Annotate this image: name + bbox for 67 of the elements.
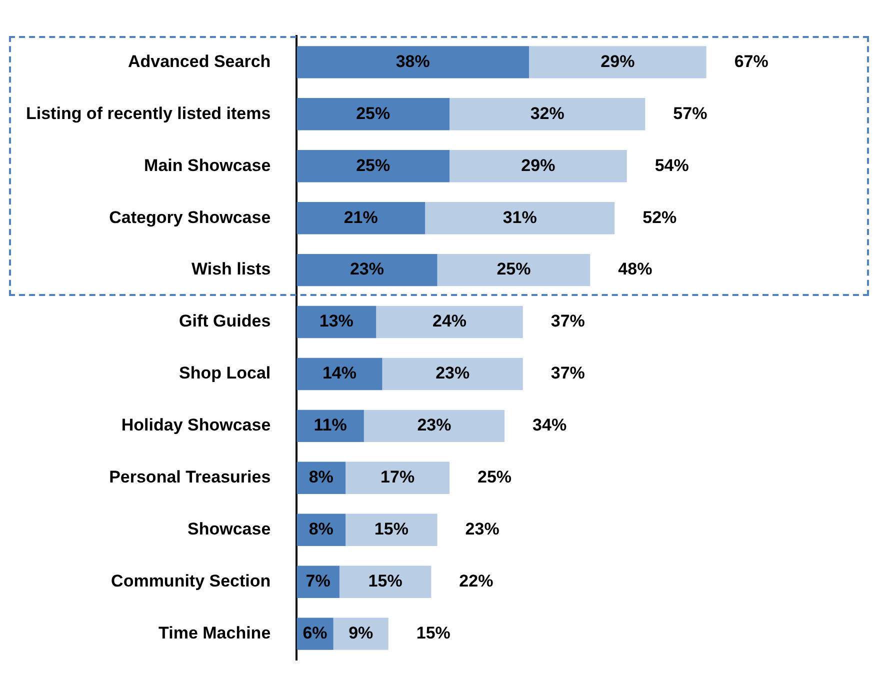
total-label: 34% [532, 416, 567, 435]
bar [425, 202, 615, 234]
data-label: 31% [502, 208, 537, 227]
total-label: 52% [642, 208, 677, 227]
total-label: 15% [416, 624, 450, 643]
y-tick-label: Main Showcase [144, 156, 271, 175]
y-tick-label: Shop Local [179, 364, 271, 383]
y-tick-label: Showcase [188, 520, 271, 539]
data-label: 9% [348, 624, 374, 643]
bar [296, 306, 376, 338]
data-label: 8% [308, 468, 334, 487]
bar [376, 306, 523, 338]
data-label: 7% [306, 572, 330, 591]
bar [296, 150, 450, 182]
y-tick-label: Advanced Search [128, 52, 271, 71]
data-label: 25% [496, 260, 531, 279]
total-label: 37% [550, 312, 585, 331]
data-label: 11% [314, 416, 347, 435]
data-label: 38% [396, 52, 430, 71]
bar [296, 46, 530, 78]
bar [529, 46, 706, 78]
bar [296, 358, 382, 390]
bar [437, 254, 590, 286]
total-label: 22% [459, 572, 494, 591]
bar [382, 358, 523, 390]
y-tick-label: Community Section [111, 572, 271, 591]
bar [450, 150, 627, 182]
total-label: 48% [618, 260, 652, 279]
data-label: 29% [600, 52, 635, 71]
data-label: 14% [322, 364, 356, 383]
bar [333, 618, 388, 650]
data-label: 32% [530, 104, 564, 123]
bar [364, 410, 505, 442]
y-tick-label: Category Showcase [109, 208, 271, 227]
bar [296, 202, 426, 234]
total-label: 54% [654, 156, 689, 175]
data-label: 13% [319, 312, 354, 331]
y-tick-label: Holiday Showcase [121, 416, 271, 435]
total-label: 67% [734, 52, 768, 71]
total-label: 37% [550, 364, 585, 383]
bar [296, 254, 438, 286]
bar [346, 514, 438, 546]
data-label: 29% [521, 156, 556, 175]
bar [339, 566, 432, 598]
data-label: 25% [356, 104, 390, 123]
data-label: 17% [380, 468, 415, 487]
total-label: 25% [478, 468, 512, 487]
y-tick-label: Personal Treasuries [109, 468, 271, 487]
data-label: 23% [417, 416, 452, 435]
data-label: 23% [436, 364, 470, 383]
data-label: 21% [344, 208, 378, 227]
bar [296, 98, 450, 130]
data-label: 25% [356, 156, 390, 175]
data-label: 23% [350, 260, 384, 279]
y-tick-label: Gift Guides [179, 312, 271, 331]
data-label: 8% [308, 520, 334, 539]
y-tick-label: Wish lists [191, 260, 271, 279]
total-label: 57% [673, 104, 708, 123]
bar [450, 98, 646, 130]
total-label: 23% [465, 520, 500, 539]
data-label: 15% [374, 520, 408, 539]
data-label: 15% [368, 572, 402, 591]
data-label: 24% [432, 312, 467, 331]
bar [346, 462, 450, 494]
y-tick-label: Listing of recently listed items [26, 104, 271, 123]
data-label: 6% [302, 624, 328, 643]
y-tick-label: Time Machine [158, 624, 271, 643]
